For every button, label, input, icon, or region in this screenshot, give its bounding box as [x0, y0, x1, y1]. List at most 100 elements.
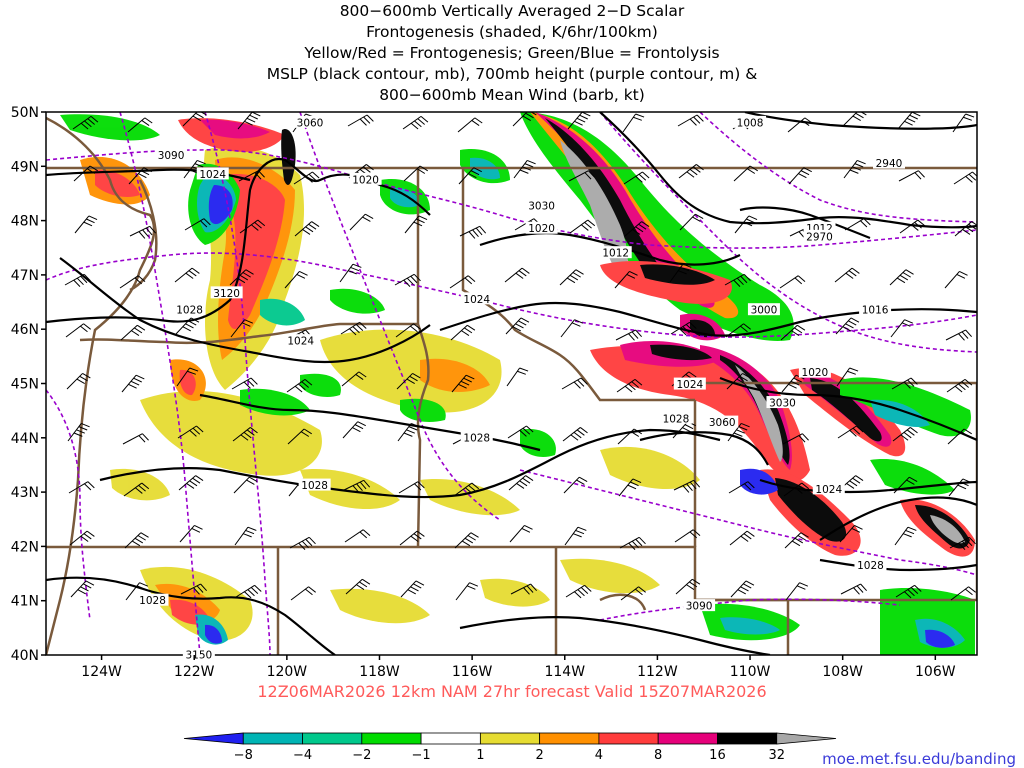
mslp-contour-label: 1020	[352, 174, 379, 186]
wind-barb	[618, 478, 642, 497]
mslp-label-bg	[284, 334, 317, 347]
great-salt-lake	[599, 593, 647, 611]
wind-barb	[342, 421, 366, 439]
lon-tick-label: 106W	[915, 664, 956, 680]
height-label-bg	[683, 599, 716, 612]
lon-tick-label: 108W	[822, 664, 863, 680]
wind-barb	[339, 263, 362, 283]
colorbar-swatch	[657, 732, 718, 745]
wind-barb	[839, 524, 863, 543]
mslp-label-bg	[460, 292, 493, 305]
colorbar-label: 2	[535, 748, 543, 763]
wind-barb	[234, 526, 257, 546]
height-contour-label: 3060	[297, 117, 324, 129]
wind-barb	[235, 584, 262, 599]
wind-barb	[678, 164, 704, 179]
wind-barb	[842, 112, 867, 127]
wind-barb	[843, 159, 866, 179]
wind-barb	[781, 374, 805, 393]
wind-barb	[782, 433, 809, 445]
mslp-label-bg	[196, 167, 229, 180]
colorbar-swatch	[776, 732, 837, 745]
wind-barb	[395, 323, 421, 338]
wind-barb	[561, 377, 588, 390]
wind-barb	[562, 427, 588, 442]
wind-barb	[615, 329, 642, 341]
colorbar-swatch	[479, 732, 541, 745]
wind-barb	[899, 219, 926, 234]
frontogenesis-shading	[60, 112, 975, 655]
mslp-contour-label: 1028	[301, 480, 328, 492]
height-contour-label: 2970	[806, 231, 833, 243]
title-line-5: 800−600mb Mean Wind (barb, kt)	[379, 86, 645, 104]
wind-barb	[120, 324, 146, 341]
mslp-contour-label: 1028	[463, 432, 490, 444]
colorbar-swatch	[420, 732, 481, 745]
wind-barb	[670, 321, 697, 336]
lat-tick-label: 47N	[11, 268, 39, 284]
height-contour-label: 3090	[686, 601, 713, 613]
height-contour-label: 2940	[876, 158, 903, 170]
mslp-label-bg	[349, 172, 382, 185]
lat-tick-label: 50N	[11, 105, 39, 121]
latitude-axis: 50N 49N 48N 47N 46N 45N 44N 43N 42N 41N 40N	[11, 105, 46, 664]
height-label-bg	[155, 148, 188, 161]
mslp-contour-label: 1024	[815, 484, 842, 496]
mslp-label-bg	[173, 303, 206, 316]
lon-tick-label: 110W	[730, 664, 771, 680]
wind-barb	[127, 117, 153, 133]
colorbar-label: 8	[654, 748, 662, 763]
wind-barb	[231, 377, 258, 390]
wind-barb	[284, 270, 308, 289]
or-id-border	[416, 323, 430, 548]
title-line-3: Yellow/Red = Frontogenesis; Green/Blue =…	[303, 44, 719, 62]
wind-barb	[459, 225, 487, 239]
wind-barb	[129, 225, 157, 239]
wind-barb	[948, 478, 972, 497]
mslp-contour-label: 1028	[857, 560, 884, 572]
wind-barb	[349, 213, 374, 231]
wind-barb	[891, 377, 918, 390]
wind-barb	[343, 479, 371, 493]
wind-barb	[892, 427, 918, 442]
wind-barb	[403, 165, 428, 182]
mslp-label-bg	[599, 246, 632, 259]
wind-barb	[677, 114, 704, 127]
height-label-bg	[525, 198, 558, 211]
wind-barb	[728, 481, 755, 494]
wind-barb	[237, 112, 261, 130]
wind-barb	[344, 529, 371, 543]
colorbar-label: 1	[476, 748, 484, 763]
wind-barb	[182, 112, 207, 127]
lon-tick-label: 120W	[267, 664, 308, 680]
wind-barb	[563, 476, 588, 494]
height-label-bg	[747, 303, 780, 316]
contour-labels: 1028 1024 1028 1028 1028 1024 1020 1020 1024 1012…	[136, 115, 905, 662]
figure-title: 800−600mb Vertically Averaged 2−D Scalar…	[267, 2, 758, 104]
wind-barb	[779, 275, 806, 289]
title-line-1: 800−600mb Vertically Averaged 2−D Scalar	[340, 2, 685, 20]
wind-barb	[837, 425, 864, 439]
wind-barb	[780, 324, 806, 341]
wind-barb	[64, 273, 91, 287]
wind-barb	[889, 269, 914, 286]
wind-barb	[835, 317, 860, 335]
wind-barb	[394, 273, 421, 287]
mslp-label-bg	[659, 411, 692, 424]
wind-barb	[954, 221, 977, 237]
height-contour-label: 3120	[213, 288, 240, 300]
wind-barb	[724, 273, 751, 287]
mslp-label-bg	[854, 558, 887, 571]
wind-barb	[178, 475, 204, 491]
mslp-contour-label: 1024	[199, 169, 226, 181]
mslp-contour-label: 1024	[463, 294, 490, 306]
wind-barb	[123, 482, 150, 497]
wind-barb	[505, 317, 530, 335]
wind-barb	[507, 425, 534, 439]
wind-barb	[568, 170, 595, 182]
wind-barb	[229, 269, 254, 286]
height-label-bg	[766, 396, 799, 409]
colorbar-label: −2	[352, 748, 371, 763]
frontogenesis-colorbar: −8 −4 −2 −1 1 2 4 8 16 32	[183, 732, 837, 763]
